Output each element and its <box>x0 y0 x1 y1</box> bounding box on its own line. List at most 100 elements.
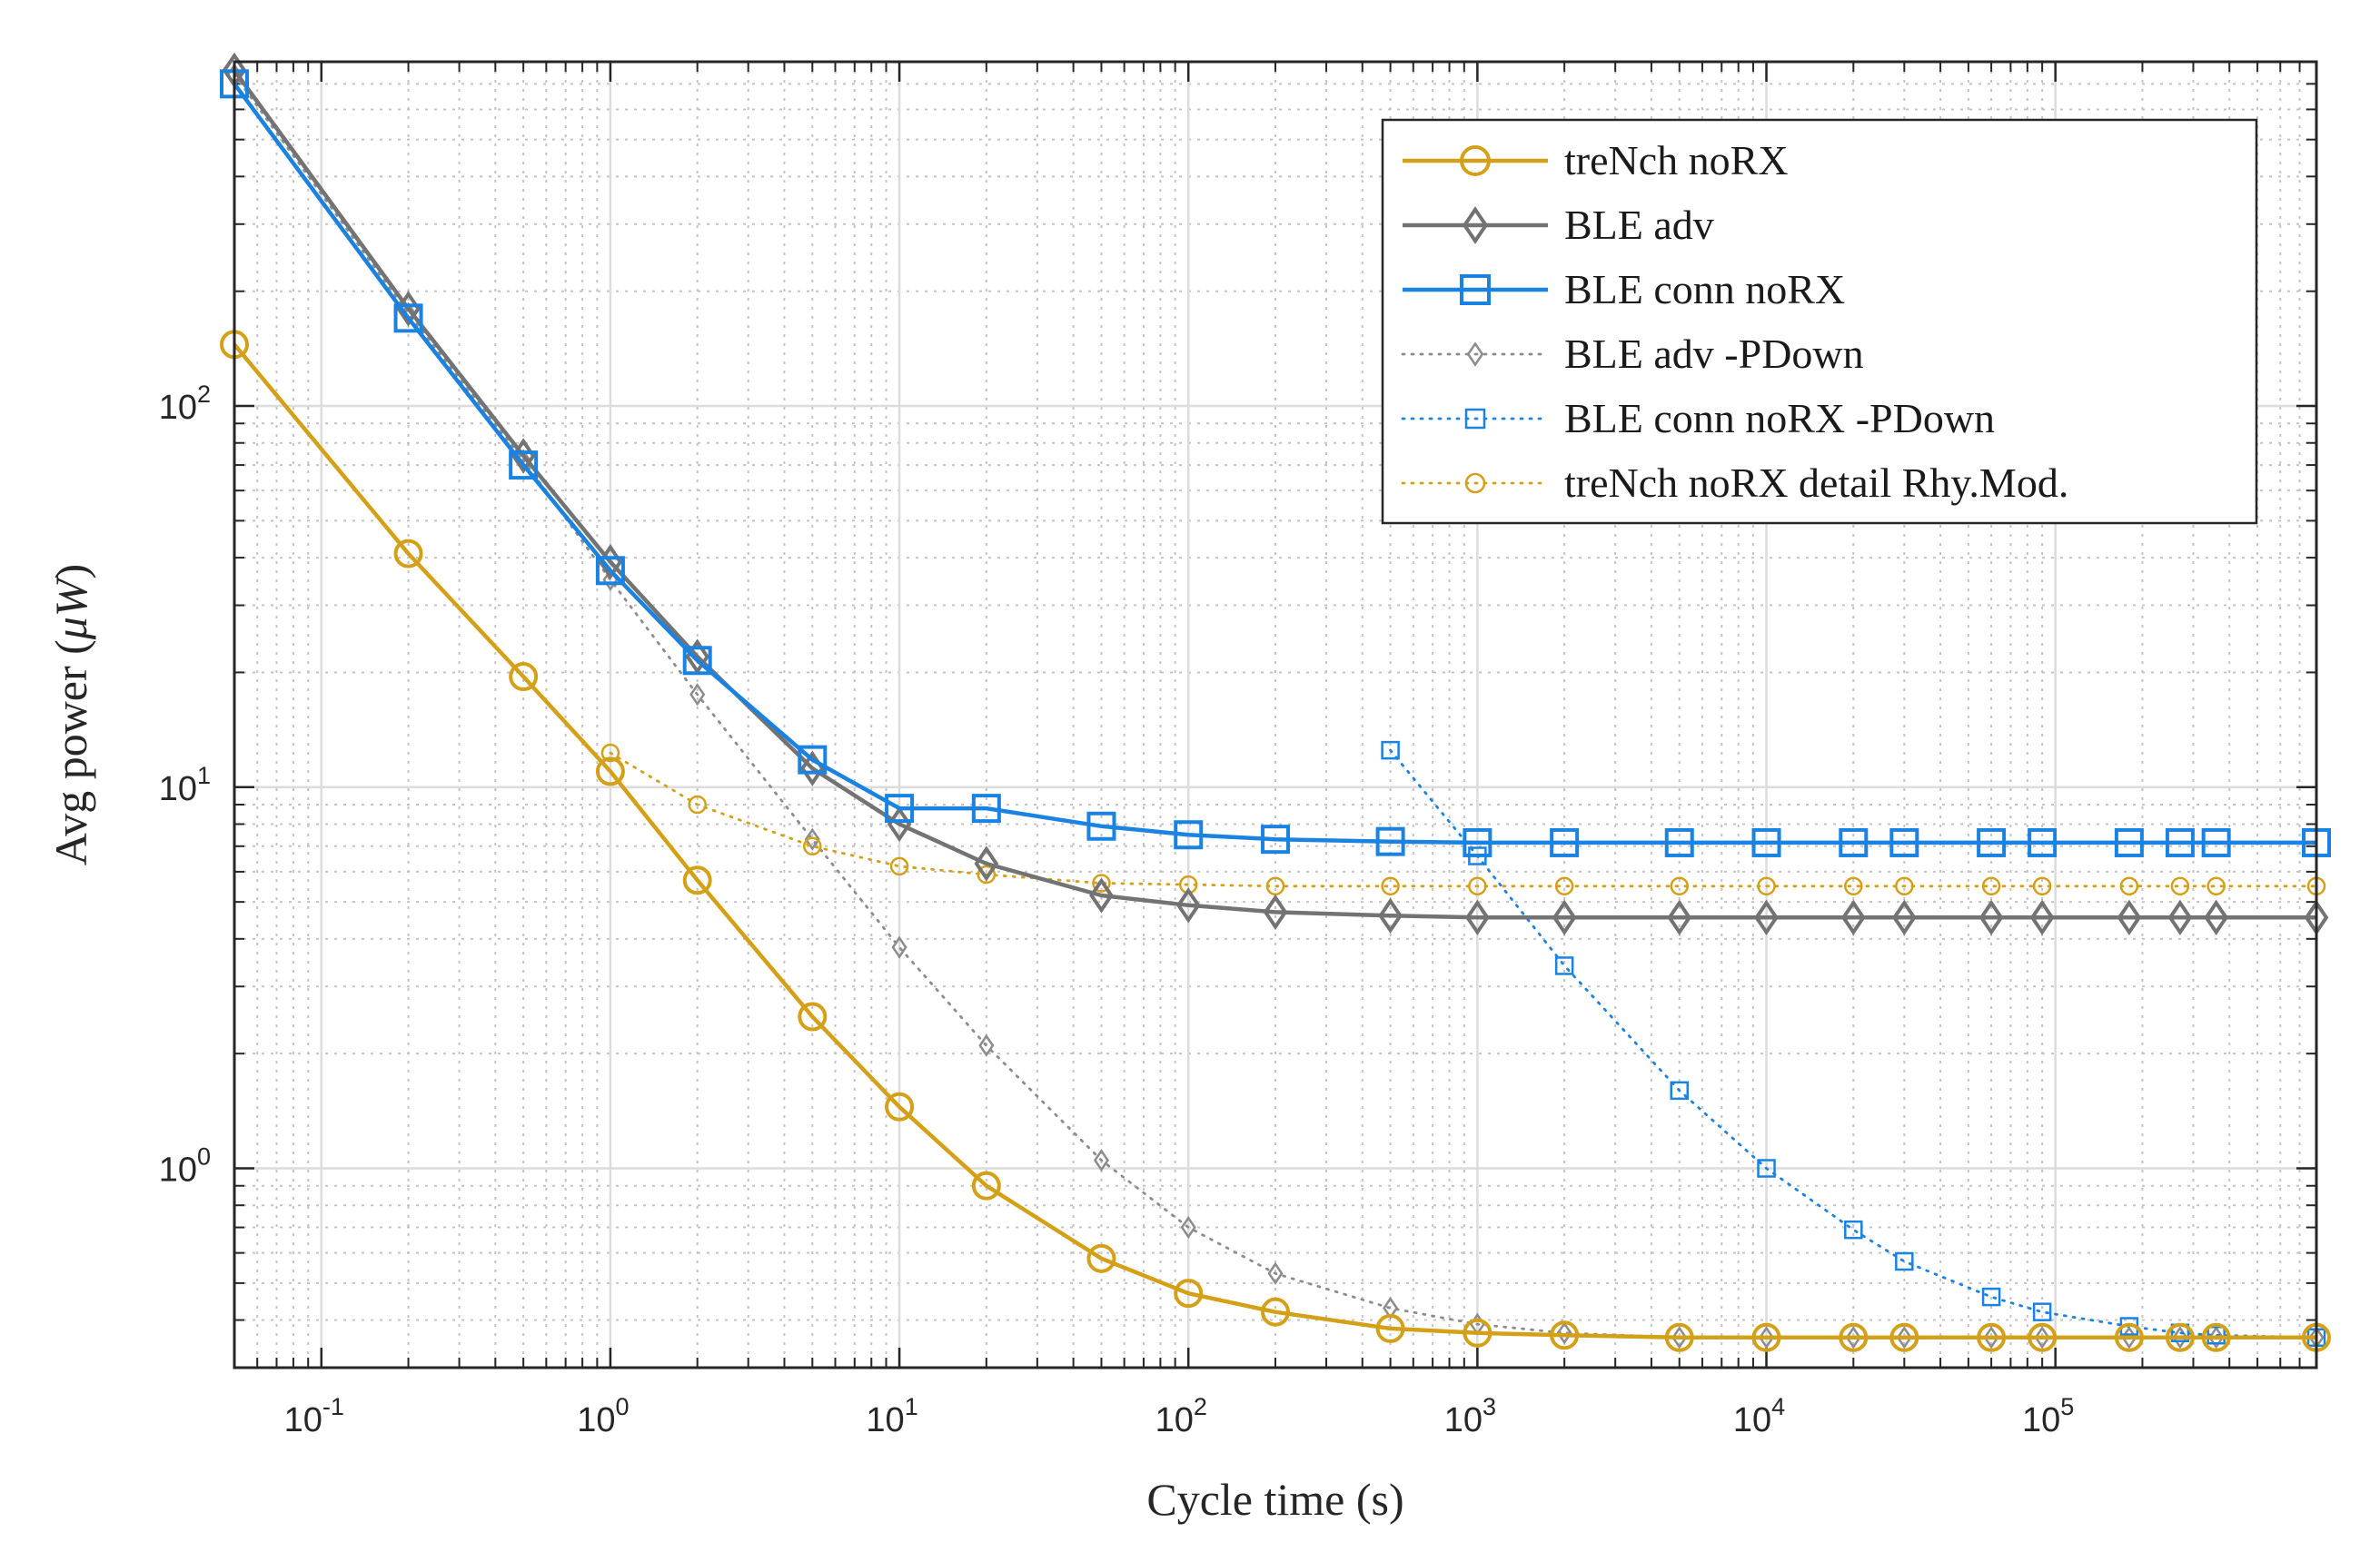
data-point-circle <box>393 539 423 568</box>
data-point-square <box>393 303 423 333</box>
x-tick-base: 10 <box>2022 1401 2060 1439</box>
data-point-diamond <box>2172 1326 2188 1349</box>
data-point-circle <box>1981 876 2001 896</box>
data-point-circle <box>1977 1322 2007 1352</box>
legend-label: treNch noRX <box>1564 137 1789 183</box>
data-point-circle <box>1751 1322 1781 1352</box>
data-point-diamond <box>1758 1326 1775 1349</box>
data-point-diamond <box>1845 1326 1861 1349</box>
data-point-circle <box>1464 472 1486 494</box>
data-point-diamond <box>2167 899 2193 936</box>
x-tick-exponent: 1 <box>905 1393 918 1420</box>
legend-label: treNch noRX detail Rhy.Mod. <box>1564 460 2068 506</box>
data-point-square <box>1757 1159 1776 1178</box>
data-point-diamond <box>891 935 907 959</box>
legend-label: BLE adv -PDown <box>1564 331 1864 377</box>
data-point-diamond <box>2117 899 2142 936</box>
legend-item: BLE adv <box>1403 202 1714 248</box>
data-point-square <box>2114 827 2144 857</box>
data-point-circle <box>595 756 625 786</box>
data-point-circle <box>1757 876 1776 896</box>
x-tick-exponent: 2 <box>1194 1393 1207 1420</box>
data-point-circle <box>2201 1322 2231 1352</box>
legend-label: BLE adv <box>1564 202 1714 248</box>
data-point-circle <box>509 662 539 692</box>
data-point-square <box>885 794 915 824</box>
data-point-diamond <box>1089 877 1114 914</box>
data-point-square <box>1844 1220 1863 1240</box>
data-point-circle <box>2028 1322 2058 1352</box>
data-point-square <box>1261 825 1290 855</box>
data-point-diamond <box>1175 887 1201 924</box>
x-tick-base: 10 <box>577 1401 615 1439</box>
data-point-circle <box>2032 876 2052 896</box>
data-point-circle <box>977 865 997 885</box>
data-point-square <box>1981 1287 2001 1307</box>
data-point-circle <box>1261 1297 1290 1327</box>
data-point-circle <box>2206 876 2226 896</box>
x-tick-labels: 10-1 100 101 102 103 104 105 <box>284 1393 2075 1439</box>
data-point-diamond <box>1978 899 2004 936</box>
data-point-circle <box>798 1002 828 1032</box>
data-point-circle <box>1381 876 1400 896</box>
data-point-diamond <box>1267 1261 1284 1285</box>
data-point-square <box>682 646 712 676</box>
data-point-diamond <box>1263 894 1288 931</box>
data-point-circle <box>1174 1279 1204 1309</box>
data-point-diamond <box>1180 1215 1196 1240</box>
data-point-square <box>1550 827 1580 857</box>
y-axis-label-text: Avg power ( <box>45 639 96 865</box>
data-point-diamond <box>1462 206 1489 244</box>
y-tick-exponent: 0 <box>197 1143 211 1171</box>
data-point-diamond <box>2208 1326 2225 1349</box>
x-tick-label: 102 <box>1155 1393 1207 1439</box>
data-point-circle <box>2114 1322 2144 1352</box>
data-point-square <box>1086 811 1116 841</box>
data-point-diamond <box>1754 899 1779 936</box>
x-tick-exponent: 4 <box>1771 1393 1785 1420</box>
series-trench-norx <box>220 330 2331 1352</box>
x-tick-base: 10 <box>866 1401 904 1439</box>
data-point-circle <box>1086 1243 1116 1273</box>
data-point-square <box>1381 740 1400 760</box>
y-tick-exponent: 1 <box>197 762 211 789</box>
series-trench-norx-detail-rhy-mod- <box>600 743 2326 896</box>
data-point-square <box>1375 826 1405 856</box>
data-point-circle <box>682 865 712 895</box>
data-point-circle <box>1844 876 1863 896</box>
data-point-diamond <box>1465 899 1490 936</box>
data-point-diamond <box>1896 1326 1912 1349</box>
x-tick-label: 103 <box>1444 1393 1496 1439</box>
series-ble-conn-norx <box>220 69 2331 857</box>
data-point-diamond <box>804 827 820 851</box>
data-point-circle <box>803 836 822 856</box>
x-tick-base: 10 <box>284 1401 322 1439</box>
axis-ticks <box>233 61 2317 1369</box>
legend-item: treNch noRX <box>1403 137 1789 183</box>
data-point-circle <box>1092 874 1111 893</box>
data-point-square <box>2206 1326 2226 1345</box>
data-point-diamond <box>1552 899 1577 936</box>
series-ble-adv <box>222 52 2329 936</box>
x-tick-label: 100 <box>577 1393 629 1439</box>
legend-item: treNch noRX detail Rhy.Mod. <box>1401 460 2068 506</box>
y-tick-exponent: 2 <box>197 381 211 408</box>
legend: treNch noRX BLE adv BLE conn noRX BLE adv -… <box>1381 118 2258 525</box>
x-tick-base: 10 <box>1733 1401 1771 1439</box>
y-tick-label: 102 <box>159 381 211 427</box>
data-point-square <box>1463 827 1492 857</box>
data-point-square <box>1464 408 1486 430</box>
x-tick-label: 104 <box>1733 1393 1785 1439</box>
data-point-circle <box>889 856 909 876</box>
data-point-circle <box>1463 1318 1492 1348</box>
data-point-circle <box>2119 876 2139 896</box>
x-axis-label: Cycle time (s) <box>1146 1474 1403 1525</box>
data-point-circle <box>2170 876 2190 896</box>
legend-label: BLE conn noRX <box>1564 266 1845 312</box>
data-point-circle <box>1375 1313 1405 1343</box>
series-line <box>233 69 2316 920</box>
data-point-diamond <box>1840 899 1866 936</box>
data-point-diamond <box>2204 899 2229 936</box>
data-point-circle <box>2165 1322 2195 1352</box>
data-point-circle <box>1839 1322 1869 1352</box>
